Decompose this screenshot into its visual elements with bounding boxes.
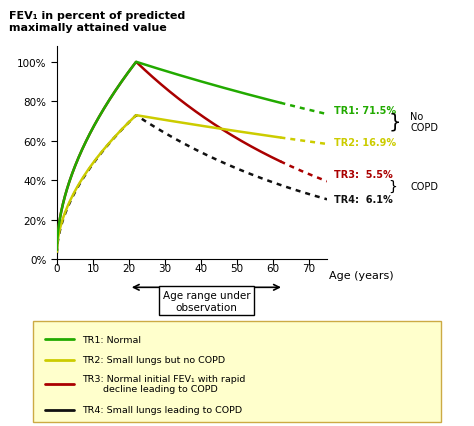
Text: FEV₁ in percent of predicted: FEV₁ in percent of predicted — [9, 11, 186, 20]
Text: }: } — [389, 180, 398, 194]
Text: TR2: 16.9%: TR2: 16.9% — [334, 137, 396, 147]
Text: 60: 60 — [266, 263, 280, 273]
Text: maximally attained value: maximally attained value — [9, 23, 167, 33]
Text: TR4:  6.1%: TR4: 6.1% — [334, 195, 393, 205]
Text: No
COPD: No COPD — [410, 111, 438, 133]
Text: TR2: Small lungs but no COPD: TR2: Small lungs but no COPD — [82, 355, 225, 364]
Text: TR4: Small lungs leading to COPD: TR4: Small lungs leading to COPD — [82, 405, 242, 414]
Text: 50: 50 — [230, 263, 244, 273]
Text: COPD: COPD — [410, 182, 438, 192]
Text: Age (years): Age (years) — [329, 271, 393, 281]
Text: TR3: Normal initial FEV₁ with rapid
       decline leading to COPD: TR3: Normal initial FEV₁ with rapid decl… — [82, 374, 246, 393]
Text: 20: 20 — [122, 263, 136, 273]
Text: 0: 0 — [54, 263, 60, 273]
Text: TR1: Normal: TR1: Normal — [82, 335, 141, 344]
Text: 70: 70 — [302, 263, 316, 273]
Text: TR3:  5.5%: TR3: 5.5% — [334, 170, 393, 180]
Text: Age range under
observation: Age range under observation — [163, 291, 250, 312]
Text: 10: 10 — [86, 263, 100, 273]
FancyBboxPatch shape — [33, 322, 441, 422]
Text: }: } — [389, 112, 401, 132]
Text: 40: 40 — [194, 263, 208, 273]
Text: 30: 30 — [158, 263, 172, 273]
Text: TR1: 71.5%: TR1: 71.5% — [334, 106, 396, 115]
